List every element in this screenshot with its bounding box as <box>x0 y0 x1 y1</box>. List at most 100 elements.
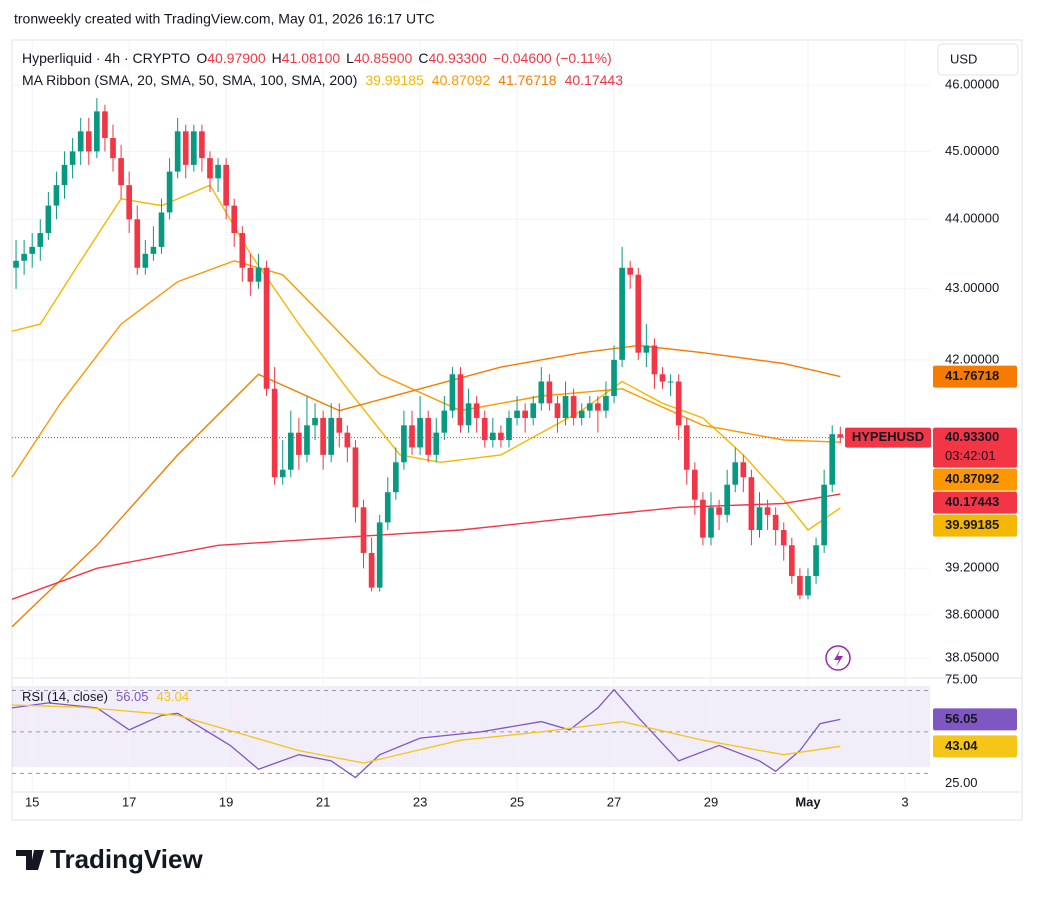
ma-line <box>11 493 841 600</box>
candle-body <box>239 233 246 268</box>
y-tick-label: 38.60000 <box>945 606 999 621</box>
legend-line: Hyperliquid · 4h · CRYPTO O40.97900 H41.08… <box>22 50 612 66</box>
candle-body <box>85 131 92 152</box>
candle-body <box>756 507 763 531</box>
candle-body <box>263 267 270 389</box>
price-value: 40.93300 <box>945 429 999 444</box>
candle-body <box>554 403 561 418</box>
rsi-badge <box>933 735 1017 758</box>
candle-body <box>805 576 811 596</box>
candle-body <box>732 462 739 485</box>
candle-body <box>829 434 836 485</box>
candle-body <box>821 484 827 546</box>
symbol-badge <box>845 427 931 448</box>
candle-body <box>441 410 448 433</box>
candle-body <box>174 131 181 172</box>
candle-body <box>716 507 722 515</box>
ma-badge <box>933 514 1017 537</box>
candle-body <box>271 388 278 478</box>
candle-body <box>772 514 779 531</box>
x-tick-label: 15 <box>25 794 39 809</box>
candle-body <box>118 158 124 186</box>
candle-body <box>449 374 456 411</box>
candle-body <box>215 164 221 179</box>
ohlc-key: L <box>346 50 354 66</box>
candle-body <box>53 185 60 206</box>
rsi-band-fill <box>12 686 930 767</box>
candle-body <box>13 260 19 268</box>
candle-body <box>223 164 229 206</box>
candle-body <box>336 417 343 433</box>
logo-mark <box>16 850 44 870</box>
candle-body <box>255 267 262 282</box>
currency-button[interactable] <box>937 43 1019 76</box>
change: −0.04600 (−0.11%) <box>493 50 612 66</box>
ma-line <box>11 260 841 478</box>
ma-legend-value: 40.17443 <box>565 72 624 88</box>
y-tick-label: 39.20000 <box>945 560 999 575</box>
y-tick-label: 43.00000 <box>945 280 999 295</box>
candle-body <box>522 410 528 418</box>
candle-body <box>603 396 609 411</box>
ohlc-key: O <box>196 50 207 66</box>
candle-body <box>627 267 634 275</box>
rsi-legend: RSI (14, close) 56.05 43.04 <box>22 689 189 704</box>
candle-body <box>287 432 294 470</box>
ma-badge <box>933 468 1017 491</box>
price-badge <box>933 427 1017 468</box>
symbol-label: HYPEHUSD <box>852 429 924 444</box>
ma-line <box>11 184 841 531</box>
candle-body <box>29 246 36 254</box>
candle-body <box>207 158 213 179</box>
candle-body <box>433 432 440 455</box>
candle-body <box>538 381 545 404</box>
candle-body <box>384 492 391 523</box>
candle-body <box>61 164 68 186</box>
logo: TradingView <box>16 844 203 874</box>
candle-body <box>837 434 844 438</box>
y-tick-label: 44.00000 <box>945 211 999 226</box>
ohlc-value: 40.85900 <box>354 50 413 66</box>
candle-body <box>77 131 84 152</box>
ma-badge-value: 41.76718 <box>945 368 999 383</box>
ma-badge-value: 40.17443 <box>945 494 999 509</box>
ohlc-value: 40.93300 <box>428 50 487 66</box>
alert-icon[interactable] <box>825 645 851 671</box>
candle-body <box>659 374 666 382</box>
candle-body <box>788 545 795 577</box>
y-tick-label: 46.00000 <box>945 76 999 91</box>
candle-body <box>514 410 520 418</box>
candle-body <box>643 345 650 353</box>
ma-legend: MA Ribbon (SMA, 20, SMA, 50, SMA, 100, S… <box>22 72 623 88</box>
candle-body <box>37 233 44 247</box>
currency-label: USD <box>950 51 977 66</box>
candle-body <box>182 131 189 165</box>
candle-body <box>126 185 133 220</box>
ma-badge <box>933 365 1017 388</box>
rsi-legend-value: 43.04 <box>157 689 190 704</box>
credit: tronweekly created with TradingView.com,… <box>14 11 435 27</box>
ma-legend-value: 41.76718 <box>498 72 557 88</box>
candle-body <box>586 403 593 411</box>
candle-body <box>797 576 803 596</box>
candle-body <box>748 477 755 531</box>
candle-body <box>764 507 771 515</box>
logo-text: TradingView <box>50 844 203 874</box>
candle-body <box>45 205 52 234</box>
ohlc-value: 41.08100 <box>282 50 341 66</box>
candle-body <box>231 205 238 234</box>
symbol-title: Hyperliquid · 4h · CRYPTO <box>22 50 190 66</box>
candle-body <box>368 552 375 588</box>
x-tick-label: 29 <box>704 794 718 809</box>
candle-body <box>150 246 157 254</box>
candle-body <box>667 381 674 383</box>
candle-body <box>740 462 747 478</box>
ma-line <box>11 344 841 628</box>
candle-body <box>530 403 537 418</box>
candle-body <box>352 447 359 508</box>
candle-body <box>328 417 335 455</box>
rsi-title: RSI (14, close) <box>22 689 108 704</box>
candle-body <box>780 530 787 546</box>
candle-body <box>134 219 141 268</box>
candle-body <box>21 253 27 261</box>
